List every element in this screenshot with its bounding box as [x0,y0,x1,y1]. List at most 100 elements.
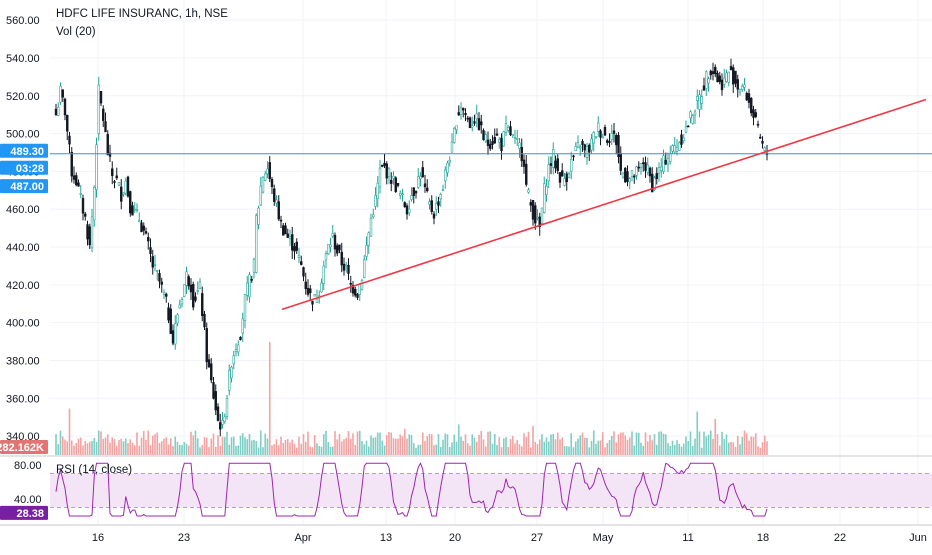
volume-bar [338,433,341,455]
volume-legend[interactable]: Vol (20) [56,26,96,38]
candle-body [63,98,67,116]
volume-bar [694,438,696,455]
candle-body [738,88,742,93]
volume-bar [178,444,181,455]
candle-body [216,406,220,421]
volume-bar [331,446,334,455]
candle-body [554,160,557,169]
volume-bar [106,434,109,455]
candle-body [419,175,422,180]
candle-body [426,187,429,192]
volume-bar [752,436,755,455]
countdown-badge: 03:28 [16,163,44,175]
volume-bar [230,437,233,455]
candle-body [687,125,690,128]
grid [50,0,932,525]
candle-body [115,175,118,179]
candle-body [140,222,143,233]
candle-body [387,168,391,178]
volume-bar [309,446,312,455]
volume-bar [421,432,424,455]
volume-bar [183,442,186,455]
price-tick-label: 540.00 [6,53,40,65]
candle-body [504,123,508,133]
volume-bar [502,438,505,455]
candle-body [165,293,168,297]
candle-body [471,125,474,128]
volume-bar [757,446,759,455]
volume-bar [712,438,714,455]
candle-body [682,137,685,142]
volume-bar [633,445,636,455]
candle-body [347,264,350,274]
rsi-legend[interactable]: RSI (14, close) [56,464,133,476]
volume-bar [597,440,600,455]
volume-bar [415,447,417,455]
price-tick-label: 360.00 [6,393,40,405]
candle-body [660,166,663,171]
candle-body [189,284,193,293]
candle-body [106,134,109,155]
volume-bar [698,431,701,455]
candle-body [365,245,368,257]
volume-bar [100,431,102,455]
candle-body [86,224,89,240]
volume-bar [610,435,613,455]
candle-body [657,167,661,174]
volume-bar [536,444,539,455]
volume-bar [334,431,336,455]
candle-body [286,233,289,238]
candle-body [761,140,764,144]
candle-body [214,391,217,411]
volume-bar [547,441,550,455]
candle-body [340,251,343,266]
candle-body [646,164,649,173]
chart-title[interactable]: HDFC LIFE INSURANC, 1h, NSE [56,8,228,20]
candle-body [531,200,535,220]
candle-body [603,127,607,136]
candle-body [252,258,256,273]
volume-bar [570,433,573,455]
volume-bar [525,436,528,455]
rsi-line[interactable] [55,462,768,517]
volume-bar [277,445,280,455]
volume-bar [343,439,345,455]
time-tick-label: 22 [834,532,846,544]
candle-body [745,92,748,101]
volume-bar [696,411,699,455]
candle-body [450,141,454,153]
candle-body [754,112,757,118]
candle-body [644,162,647,171]
candle-body [219,422,222,430]
volume-bar [203,437,206,455]
price-tick-label: 400.00 [6,318,40,330]
volume-bar [473,438,476,455]
time-tick-label: Apr [294,532,311,544]
candle-body [230,366,233,379]
volume-bar [736,435,739,455]
price-tick-label: 460.00 [6,204,40,216]
volume-bar [448,446,451,455]
volume-bar [437,434,440,455]
volume-bar [340,441,343,455]
candle-body [221,419,224,425]
candle-body [585,146,589,158]
candle-body [410,195,413,200]
candle-body [376,182,379,200]
candle-body [495,133,499,136]
volume-bar [318,446,321,455]
candle-body [282,225,285,236]
volume-bar [358,430,361,455]
volume-bar [601,432,604,455]
volume-bar [226,431,228,455]
candle-body [511,134,514,136]
candle-body [714,66,717,75]
candle-body [356,294,359,298]
candle-body [133,208,136,211]
trendline[interactable] [281,98,927,311]
candle-body [336,245,339,254]
candle-body [556,158,559,171]
candle-body [70,151,73,177]
